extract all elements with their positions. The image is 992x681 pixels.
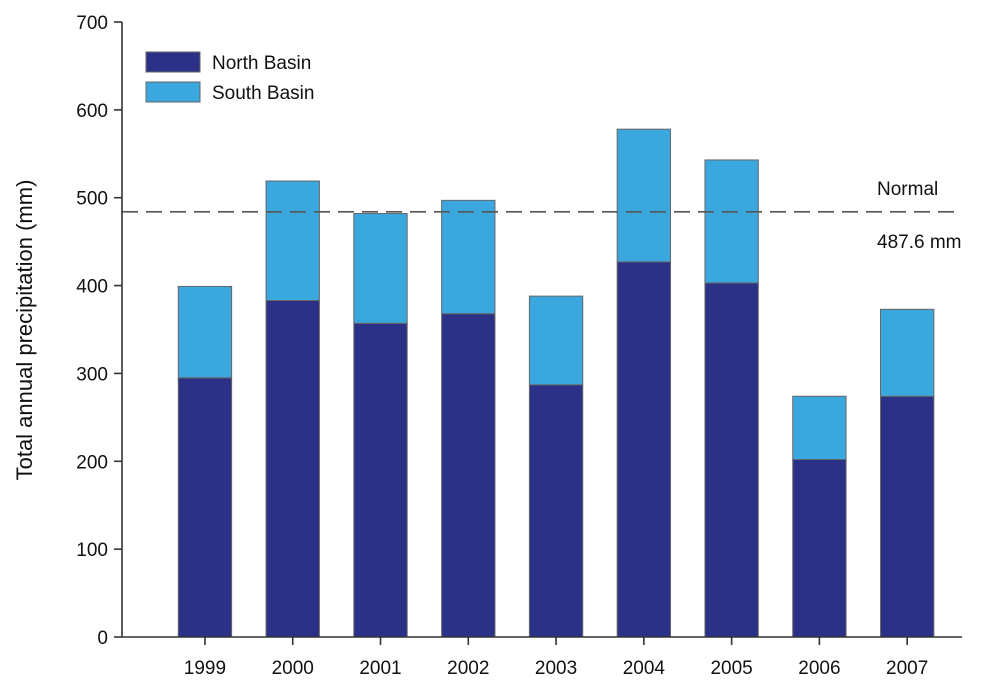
bar-south-2003 <box>528 295 584 386</box>
x-tick-label: 2003 <box>535 658 577 679</box>
bar-south-2000 <box>265 180 320 302</box>
x-tick-label: 2004 <box>623 658 666 679</box>
bar-north-2000 <box>265 300 320 638</box>
y-tick-label: 100 <box>76 540 108 561</box>
bar-south-2006 <box>792 395 847 461</box>
bar-south-2007 <box>880 308 935 397</box>
x-tick-label: 1999 <box>184 658 226 679</box>
reference-line-group: Normal 487.6 mm <box>122 179 962 253</box>
x-tick-label: 2005 <box>710 658 752 679</box>
bar-south-2002 <box>441 199 496 315</box>
y-tick-label: 400 <box>76 277 108 298</box>
bar-north-1999 <box>177 377 233 638</box>
y-axis-ticks: 0 100 200 300 400 500 600 700 <box>76 13 122 649</box>
x-tick-label: 2006 <box>798 658 840 679</box>
x-tick-label: 2002 <box>447 658 489 679</box>
bar-north-2003 <box>528 384 584 638</box>
x-tick-label: 2000 <box>272 658 314 679</box>
bar-south-2001 <box>353 213 408 324</box>
bars-group <box>177 128 935 638</box>
y-tick-label: 0 <box>97 628 108 649</box>
x-tick-label: 2001 <box>359 658 401 679</box>
bar-south-1999 <box>177 285 233 379</box>
bar-north-2001 <box>353 322 408 638</box>
bar-south-2005 <box>704 159 759 284</box>
legend-swatch-south <box>145 81 201 103</box>
legend: North Basin South Basin <box>145 51 314 104</box>
normal-value-label: 487.6 mm <box>877 232 961 253</box>
bar-north-2002 <box>441 313 496 638</box>
axes-group <box>121 22 962 638</box>
y-axis-title-group: Total annual precipitation (mm) <box>12 180 37 481</box>
bar-north-2007 <box>880 395 935 638</box>
bar-south-2004 <box>616 128 672 263</box>
y-tick-label: 700 <box>76 13 108 34</box>
y-axis-title: Total annual precipitation (mm) <box>12 180 37 481</box>
legend-swatch-north <box>145 51 201 73</box>
legend-label-north: North Basin <box>212 53 311 74</box>
y-tick-label: 600 <box>76 101 108 122</box>
x-axis-ticks: 1999 2000 2001 2002 2003 2004 2005 2006 2007 <box>184 637 928 679</box>
y-tick-label: 500 <box>76 189 108 210</box>
normal-label: Normal <box>877 179 938 200</box>
y-tick-label: 200 <box>76 452 108 473</box>
y-tick-label: 300 <box>76 364 108 385</box>
bar-north-2005 <box>704 282 759 638</box>
bar-north-2004 <box>616 261 672 638</box>
x-tick-label: 2007 <box>886 658 928 679</box>
bar-north-2006 <box>792 459 847 638</box>
legend-label-south: South Basin <box>212 83 314 104</box>
